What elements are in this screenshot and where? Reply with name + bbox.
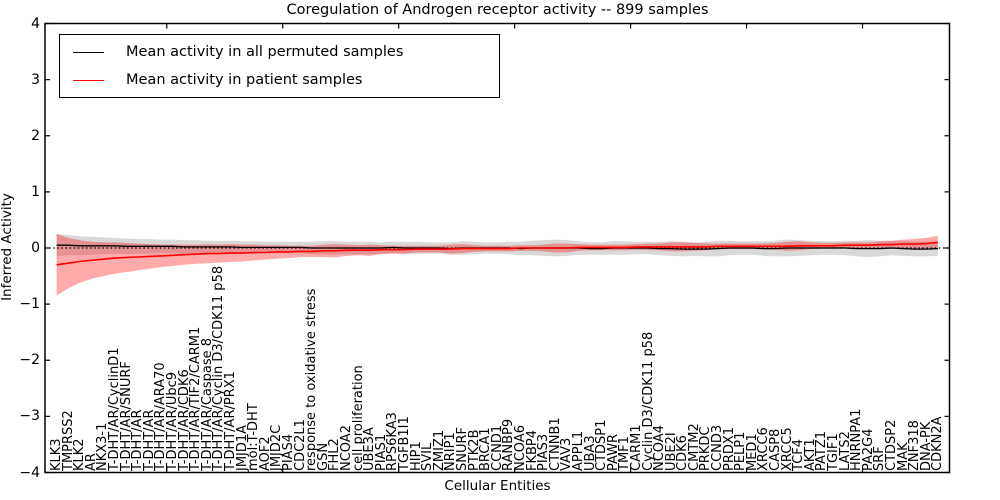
y-tick-label: 1	[31, 183, 40, 200]
y-tick-label: 0	[31, 240, 40, 256]
y-tick-label: 3	[31, 71, 40, 88]
x-tick-label: CDKN2A	[930, 416, 946, 471]
patient-band-area	[56, 234, 938, 296]
chart-title: Coregulation of Androgen receptor activi…	[286, 2, 709, 18]
legend-label: Mean activity in patient samples	[126, 72, 363, 88]
legend-line-sample-permuted	[73, 51, 104, 53]
y-tick-label: −3	[19, 408, 40, 425]
y-tick-label: −4	[19, 464, 40, 481]
x-axis-label: Cellular Entities	[444, 478, 551, 494]
y-tick-label: −2	[19, 352, 40, 369]
y-tick-label: 4	[31, 15, 40, 32]
legend-item-patient: Mean activity in patient samples	[60, 69, 499, 91]
legend-line-sample-patient	[73, 79, 104, 81]
y-tick-label: 2	[31, 127, 40, 144]
patient-mean-line	[56, 241, 938, 266]
legend-label: Mean activity in all permuted samples	[126, 44, 404, 60]
legend: Mean activity in all permuted samples Me…	[59, 34, 500, 98]
y-tick-label: −1	[19, 296, 40, 313]
legend-item-permuted: Mean activity in all permuted samples	[60, 41, 499, 63]
